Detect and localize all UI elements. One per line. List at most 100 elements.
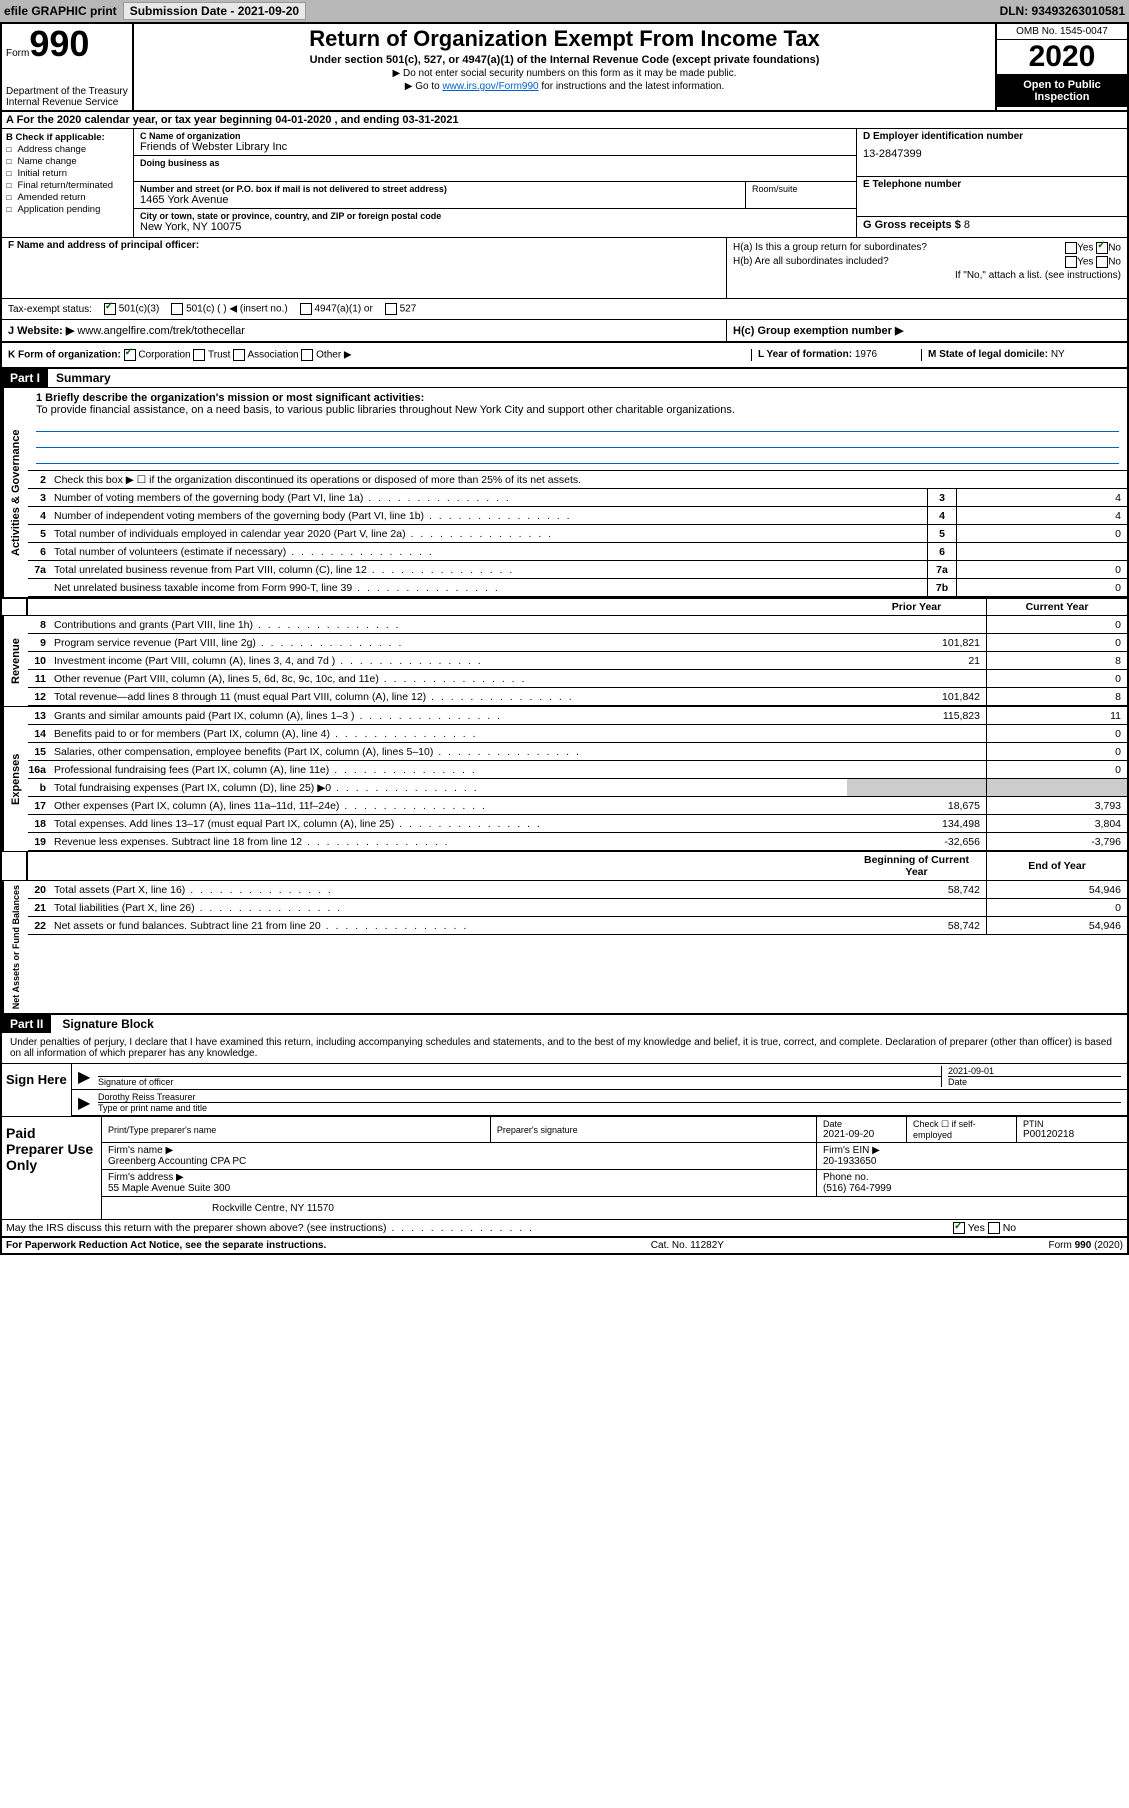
section-de: D Employer identification number 13-2847…	[857, 129, 1127, 237]
form990-link[interactable]: www.irs.gov/Form990	[442, 81, 538, 92]
revenue-block: Revenue 8 Contributions and grants (Part…	[2, 616, 1127, 707]
expenses-block: Expenses 13 Grants and similar amounts p…	[2, 707, 1127, 852]
discuss-yes[interactable]	[953, 1222, 965, 1234]
discuss-row: May the IRS discuss this return with the…	[2, 1219, 1127, 1237]
gross-value: 8	[964, 219, 970, 231]
arrow-icon: ▶	[78, 1093, 98, 1113]
chk-final[interactable]: ☐ Final return/terminated	[6, 180, 129, 191]
gross-receipts: G Gross receipts $ 8	[857, 217, 1127, 237]
line-22: 22 Net assets or fund balances. Subtract…	[28, 917, 1127, 935]
form-footer: For Paperwork Reduction Act Notice, see …	[2, 1237, 1127, 1253]
line-15: 15 Salaries, other compensation, employe…	[28, 743, 1127, 761]
line-17: 17 Other expenses (Part IX, column (A), …	[28, 797, 1127, 815]
chk-other[interactable]	[301, 349, 313, 361]
form-990-container: Form990 Department of the Treasury Inter…	[0, 22, 1129, 1255]
line-16a: 16a Professional fundraising fees (Part …	[28, 761, 1127, 779]
chk-address[interactable]: ☐ Address change	[6, 144, 129, 155]
footer-right: Form 990 (2020)	[1049, 1240, 1123, 1251]
org-name: Friends of Webster Library Inc	[140, 141, 850, 153]
mission-rule	[36, 418, 1119, 432]
phone-label: E Telephone number	[863, 179, 1121, 190]
chk-4947[interactable]	[300, 303, 312, 315]
line-20: 20 Total assets (Part X, line 16) 58,742…	[28, 881, 1127, 899]
chk-name[interactable]: ☐ Name change	[6, 156, 129, 167]
tax-status-label: Tax-exempt status:	[8, 304, 92, 315]
line-10: 10 Investment income (Part VIII, column …	[28, 652, 1127, 670]
submission-date-button[interactable]: Submission Date - 2021-09-20	[123, 2, 306, 20]
city-block: City or town, state or province, country…	[134, 209, 856, 235]
website-value: www.angelfire.com/trek/tothecellar	[77, 325, 245, 337]
form-title: Return of Organization Exempt From Incom…	[142, 26, 987, 52]
line-9: 9 Program service revenue (Part VIII, li…	[28, 634, 1127, 652]
discuss-no[interactable]	[988, 1222, 1000, 1234]
row-a-tax-period: A For the 2020 calendar year, or tax yea…	[2, 112, 1127, 129]
ein-block: D Employer identification number 13-2847…	[857, 129, 1127, 177]
mission-block: 1 Briefly describe the organization's mi…	[28, 388, 1127, 471]
section-f: F Name and address of principal officer:	[2, 238, 727, 298]
room-label: Room/suite	[746, 182, 856, 209]
city-value: New York, NY 10075	[140, 221, 850, 233]
chk-501c3[interactable]	[104, 303, 116, 315]
discuss-text: May the IRS discuss this return with the…	[2, 1220, 947, 1236]
footer-mid: Cat. No. 11282Y	[651, 1240, 724, 1251]
form-subtitle: Under section 501(c), 527, or 4947(a)(1)…	[142, 54, 987, 66]
chk-pending[interactable]: ☐ Application pending	[6, 204, 129, 215]
mission-rule	[36, 434, 1119, 448]
line-18: 18 Total expenses. Add lines 13–17 (must…	[28, 815, 1127, 833]
line-14: 14 Benefits paid to or for members (Part…	[28, 725, 1127, 743]
ha-yes[interactable]	[1065, 242, 1077, 254]
hb-yes[interactable]	[1065, 256, 1077, 268]
ha-label: H(a) Is this a group return for subordin…	[733, 242, 927, 254]
mission-rule	[36, 450, 1119, 464]
sig-date-field: 2021-09-01Date	[941, 1066, 1121, 1087]
header-center: Return of Organization Exempt From Incom…	[134, 24, 997, 110]
line-7a: 7a Total unrelated business revenue from…	[28, 561, 1127, 579]
part1-header-row: Part I Summary	[2, 369, 1127, 388]
chk-corp[interactable]	[124, 349, 136, 361]
chk-initial[interactable]: ☐ Initial return	[6, 168, 129, 179]
chk-assoc[interactable]	[233, 349, 245, 361]
inspection-label: Open to Public Inspection	[997, 75, 1127, 107]
dba-block: Doing business as	[134, 156, 856, 182]
chk-trust[interactable]	[193, 349, 205, 361]
officer-name-field: Dorothy Reiss TreasurerType or print nam…	[98, 1092, 1121, 1113]
end-year-header: End of Year	[987, 852, 1127, 880]
city-label: City or town, state or province, country…	[140, 211, 850, 221]
chk-527[interactable]	[385, 303, 397, 315]
section-l: L Year of formation: 1976	[751, 349, 921, 361]
ha-no[interactable]	[1096, 242, 1108, 254]
gross-label: G Gross receipts $	[863, 219, 961, 231]
main-info-block: B Check if applicable: ☐ Address change …	[2, 129, 1127, 238]
sign-here-block: Sign Here ▶ Signature of officer 2021-09…	[2, 1063, 1127, 1116]
omb-number: OMB No. 1545-0047	[997, 24, 1127, 40]
street-block: Number and street (or P.O. box if mail i…	[134, 182, 746, 209]
row-f-h: F Name and address of principal officer:…	[2, 238, 1127, 299]
chk-501c[interactable]	[171, 303, 183, 315]
form-word: Form	[6, 48, 29, 59]
line-6: 6 Total number of volunteers (estimate i…	[28, 543, 1127, 561]
form-note-1: ▶ Do not enter social security numbers o…	[142, 68, 987, 79]
current-year-header: Current Year	[987, 599, 1127, 615]
part1-title: Summary	[48, 369, 119, 387]
ein-value: 13-2847399	[863, 148, 1121, 160]
hb-no[interactable]	[1096, 256, 1108, 268]
paid-preparer-label: Paid Preparer Use Only	[2, 1117, 102, 1219]
header-right: OMB No. 1545-0047 2020 Open to Public In…	[997, 24, 1127, 110]
penalties-text: Under penalties of perjury, I declare th…	[2, 1033, 1127, 1063]
side-expenses: Expenses	[2, 707, 28, 851]
line-8: 8 Contributions and grants (Part VIII, l…	[28, 616, 1127, 634]
mission-text: To provide financial assistance, on a ne…	[36, 404, 1119, 416]
chk-amended[interactable]: ☐ Amended return	[6, 192, 129, 203]
sign-here-label: Sign Here	[2, 1064, 72, 1116]
section-k: K Form of organization: Corporation Trus…	[8, 349, 751, 361]
part2-header-row: Part II Signature Block	[2, 1015, 1127, 1033]
prior-year-header: Prior Year	[847, 599, 987, 615]
officer-label: F Name and address of principal officer:	[8, 240, 720, 251]
sig-officer-field[interactable]: Signature of officer	[98, 1066, 941, 1087]
header-left: Form990 Department of the Treasury Inter…	[2, 24, 134, 110]
hb-label: H(b) Are all subordinates included?	[733, 256, 889, 268]
line-: Net unrelated business taxable income fr…	[28, 579, 1127, 597]
tax-exempt-row: Tax-exempt status: 501(c)(3) 501(c) ( ) …	[2, 299, 1127, 320]
note2-pre: ▶ Go to	[405, 81, 443, 92]
section-b-title: B Check if applicable:	[6, 132, 129, 143]
